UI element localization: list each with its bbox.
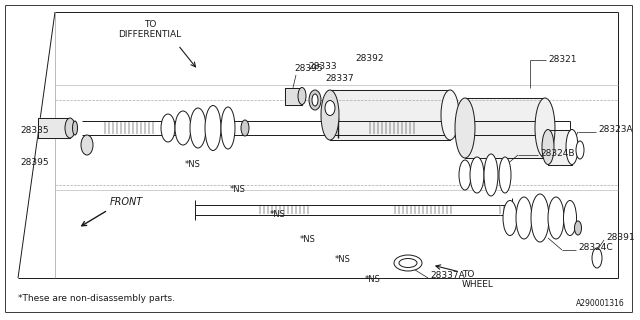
Text: *NS: *NS	[270, 210, 286, 219]
Ellipse shape	[542, 130, 554, 164]
Ellipse shape	[499, 157, 511, 193]
Ellipse shape	[548, 197, 564, 239]
Ellipse shape	[575, 221, 582, 235]
Text: *NS: *NS	[365, 275, 381, 284]
Text: TO
DIFFERENTIAL: TO DIFFERENTIAL	[118, 20, 182, 39]
Ellipse shape	[241, 120, 249, 136]
Text: *NS: *NS	[230, 185, 246, 194]
Ellipse shape	[399, 259, 417, 268]
Text: 28392: 28392	[355, 54, 383, 63]
Text: 28333: 28333	[308, 62, 337, 71]
Polygon shape	[38, 118, 70, 138]
Text: 28324C: 28324C	[578, 244, 612, 252]
Ellipse shape	[535, 98, 555, 158]
Ellipse shape	[503, 201, 517, 236]
Text: 28337: 28337	[325, 74, 354, 83]
Text: 28324B: 28324B	[540, 148, 575, 157]
Ellipse shape	[81, 135, 93, 155]
Ellipse shape	[161, 114, 175, 142]
Text: 28323A: 28323A	[598, 125, 632, 134]
Ellipse shape	[516, 197, 532, 239]
Polygon shape	[548, 130, 572, 165]
Text: *NS: *NS	[335, 255, 351, 264]
Ellipse shape	[531, 194, 549, 242]
Text: 28321: 28321	[548, 55, 577, 65]
Ellipse shape	[205, 106, 221, 150]
Text: TO
WHEEL: TO WHEEL	[462, 270, 494, 289]
Ellipse shape	[441, 90, 459, 140]
Text: 28337A: 28337A	[430, 271, 465, 281]
Ellipse shape	[576, 141, 584, 159]
Text: 28395: 28395	[294, 64, 323, 73]
Text: 28395: 28395	[20, 158, 49, 167]
Ellipse shape	[65, 118, 75, 138]
Ellipse shape	[566, 130, 578, 164]
Ellipse shape	[459, 160, 471, 190]
Polygon shape	[330, 90, 450, 140]
Text: A290001316: A290001316	[576, 299, 625, 308]
Text: *NS: *NS	[300, 235, 316, 244]
Ellipse shape	[455, 98, 475, 158]
Ellipse shape	[175, 111, 191, 145]
Ellipse shape	[312, 94, 318, 106]
Ellipse shape	[321, 90, 339, 140]
Polygon shape	[465, 98, 545, 158]
Polygon shape	[285, 88, 302, 105]
Ellipse shape	[190, 108, 206, 148]
Ellipse shape	[325, 100, 335, 116]
Ellipse shape	[592, 248, 602, 268]
Ellipse shape	[394, 255, 422, 271]
Text: *These are non-disassembly parts.: *These are non-disassembly parts.	[18, 294, 175, 303]
Ellipse shape	[309, 90, 321, 110]
Ellipse shape	[470, 157, 484, 193]
Text: 28335: 28335	[20, 126, 49, 135]
Ellipse shape	[298, 87, 306, 105]
Ellipse shape	[72, 121, 77, 135]
Ellipse shape	[221, 107, 235, 149]
Text: 28391: 28391	[606, 234, 635, 243]
Ellipse shape	[484, 154, 498, 196]
Ellipse shape	[563, 201, 577, 236]
Text: FRONT: FRONT	[110, 197, 143, 207]
Text: *NS: *NS	[185, 160, 201, 169]
